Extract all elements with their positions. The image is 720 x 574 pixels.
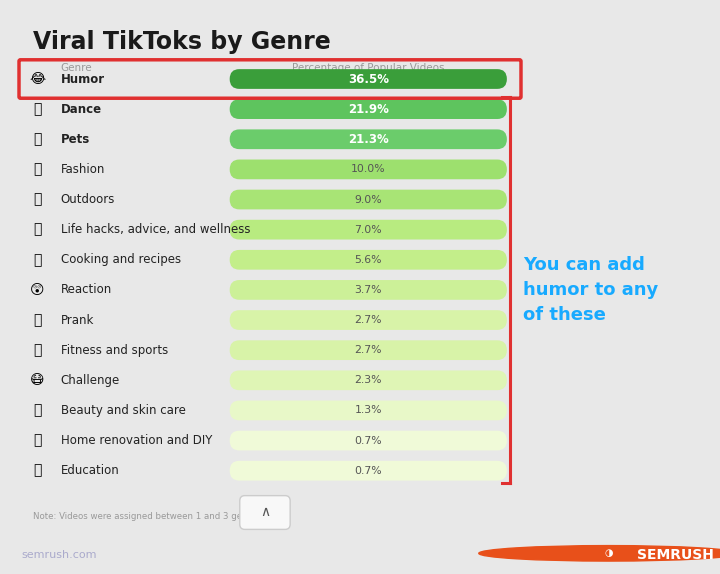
FancyBboxPatch shape (240, 495, 290, 529)
FancyBboxPatch shape (230, 401, 507, 420)
Text: 7.0%: 7.0% (354, 224, 382, 235)
Text: Education: Education (60, 464, 120, 477)
FancyBboxPatch shape (230, 160, 507, 179)
Text: 😷: 😷 (30, 373, 45, 387)
Text: SEMRUSH: SEMRUSH (637, 548, 714, 561)
Text: 🤡: 🤡 (33, 313, 41, 327)
Text: 💃: 💃 (33, 102, 41, 116)
Text: 📓: 📓 (33, 464, 41, 478)
Text: 👗: 👗 (33, 162, 41, 176)
Text: Fashion: Fashion (60, 163, 105, 176)
Text: 2.3%: 2.3% (354, 375, 382, 385)
Circle shape (479, 545, 720, 561)
Text: 😲: 😲 (30, 283, 45, 297)
Text: 2.7%: 2.7% (354, 315, 382, 325)
FancyBboxPatch shape (230, 220, 507, 239)
Text: You can add
humor to any
of these: You can add humor to any of these (523, 256, 659, 324)
Text: Outdoors: Outdoors (60, 193, 115, 206)
Text: ∧: ∧ (260, 505, 270, 519)
Text: 0.7%: 0.7% (354, 466, 382, 476)
Text: ◑: ◑ (604, 548, 613, 559)
Text: 🧘: 🧘 (33, 223, 41, 236)
FancyBboxPatch shape (230, 280, 507, 300)
Text: semrush.com: semrush.com (22, 550, 97, 560)
Text: 🧖: 🧖 (33, 404, 41, 417)
Text: 2.7%: 2.7% (354, 345, 382, 355)
Text: Reaction: Reaction (60, 284, 112, 296)
FancyBboxPatch shape (230, 430, 507, 451)
Text: Beauty and skin care: Beauty and skin care (60, 404, 186, 417)
Text: 5.6%: 5.6% (354, 255, 382, 265)
Text: Dance: Dance (60, 103, 102, 115)
Text: Challenge: Challenge (60, 374, 120, 387)
Text: 🐶: 🐶 (33, 132, 41, 146)
Text: 3.7%: 3.7% (354, 285, 382, 295)
FancyBboxPatch shape (230, 340, 507, 360)
Text: Note: Videos were assigned between 1 and 3 genres each.: Note: Videos were assigned between 1 and… (33, 511, 287, 521)
FancyBboxPatch shape (230, 99, 507, 119)
Text: 😂: 😂 (29, 72, 45, 86)
Text: Genre: Genre (60, 63, 92, 73)
Text: Cooking and recipes: Cooking and recipes (60, 253, 181, 266)
Text: Humor: Humor (60, 72, 105, 86)
Text: 10.0%: 10.0% (351, 164, 386, 174)
Text: 21.9%: 21.9% (348, 103, 389, 115)
FancyBboxPatch shape (230, 250, 507, 270)
Text: Fitness and sports: Fitness and sports (60, 344, 168, 356)
Text: 36.5%: 36.5% (348, 72, 389, 86)
Text: 0.7%: 0.7% (354, 436, 382, 445)
FancyBboxPatch shape (230, 69, 507, 89)
FancyBboxPatch shape (230, 310, 507, 330)
Text: ⛺: ⛺ (33, 192, 41, 207)
Text: 21.3%: 21.3% (348, 133, 389, 146)
FancyBboxPatch shape (230, 129, 507, 149)
Text: 1.3%: 1.3% (354, 405, 382, 416)
Text: Percentage of Popular Videos: Percentage of Popular Videos (292, 63, 444, 73)
Text: Home renovation and DIY: Home renovation and DIY (60, 434, 212, 447)
Text: 9.0%: 9.0% (354, 195, 382, 204)
Text: 🔧: 🔧 (33, 433, 41, 448)
Text: 🏃: 🏃 (33, 343, 41, 357)
FancyBboxPatch shape (230, 370, 507, 390)
FancyBboxPatch shape (230, 461, 507, 480)
Text: 🍳: 🍳 (33, 253, 41, 267)
Text: Prank: Prank (60, 313, 94, 327)
Text: Pets: Pets (60, 133, 90, 146)
FancyBboxPatch shape (230, 189, 507, 210)
Text: Life hacks, advice, and wellness: Life hacks, advice, and wellness (60, 223, 251, 236)
Text: Viral TikToks by Genre: Viral TikToks by Genre (33, 30, 331, 53)
